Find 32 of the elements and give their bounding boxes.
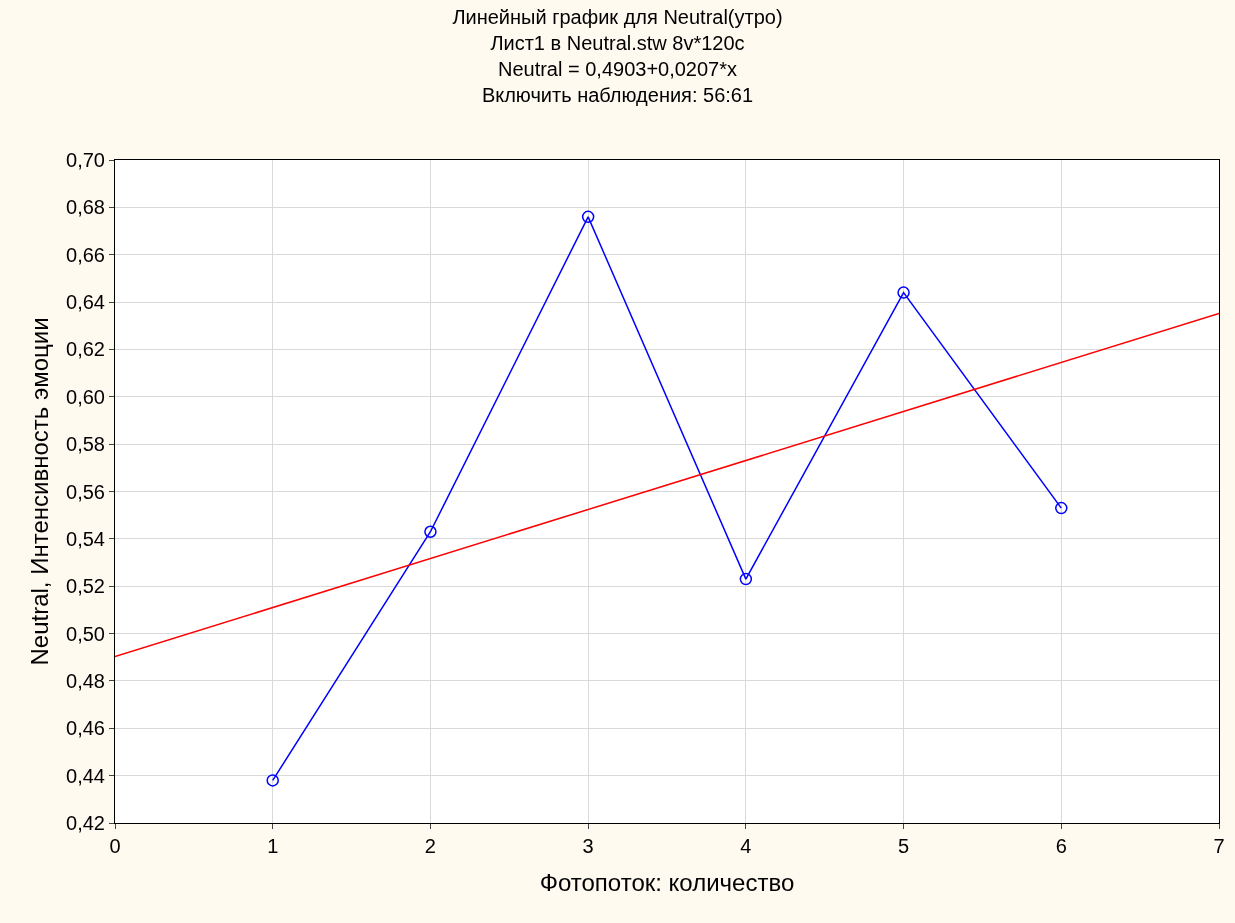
y-tick-label: 0,70 [66,149,105,171]
point [739,572,753,586]
point [1055,501,1068,515]
y-tick-label: 0,64 [66,291,105,314]
point [266,774,279,787]
chart-title: Линейный график для Neutral(утро) Лист1 в Neutral.stw 8v*120c Neutral = 0,4903+0,0207*x Включить наблюдения: 56:61 [452,6,783,106]
y-tick-label: 0,46 [66,717,105,740]
y-tick-label: 0,66 [66,243,105,266]
point [581,210,595,224]
y-tick-label: 0,42 [66,812,105,834]
y-tick-label: 0,44 [66,764,105,787]
x-tick-label: 1 [267,835,279,857]
y-axis-title: Neutral, Интенсивность эмоции [26,317,54,666]
x-tick-label: 5 [898,835,910,857]
y-tick-label: 0,60 [66,385,105,408]
y-tick-label: 0,50 [66,622,105,645]
y-tick-label: 0,68 [66,196,105,219]
y-tick-label: 0,58 [66,433,105,456]
y-tick-label: 0,62 [66,338,105,361]
x-tick-label: 2 [424,835,436,857]
x-tick-label: 6 [1055,835,1067,857]
x-tick-label: 4 [740,835,752,857]
x-tick-label: 0 [109,835,121,857]
y-tick-label: 0,48 [66,669,105,692]
x-tick-label: 3 [582,835,594,857]
x-tick-label: 7 [1213,835,1225,857]
y-tick-label: 0,52 [66,575,105,598]
x-axis-title: Фотопоток: количество [539,869,795,897]
point [424,525,437,538]
y-tick-label: 0,56 [66,480,105,503]
y-tick-label: 0,54 [66,527,105,550]
point [897,286,910,299]
